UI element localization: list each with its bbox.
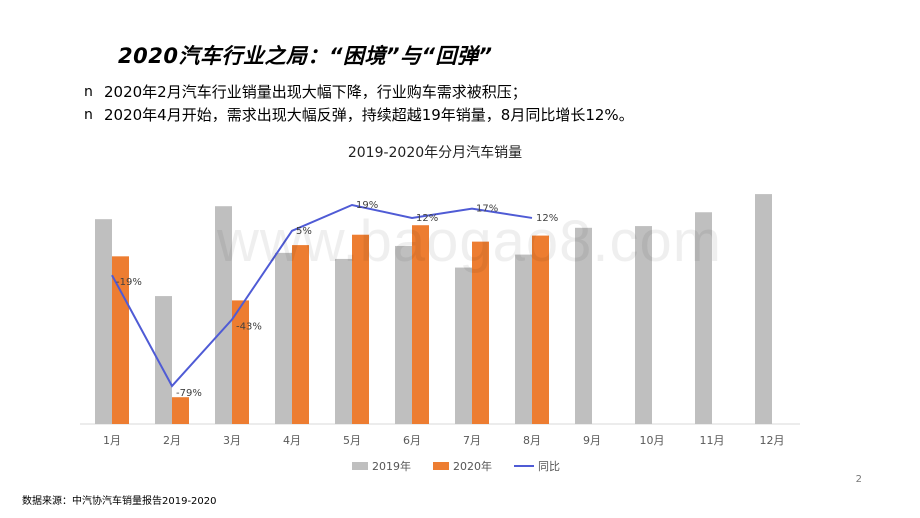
bar-2019年-7月 xyxy=(455,267,472,424)
yoy-line xyxy=(111,203,533,388)
x-tick-label: 5月 xyxy=(343,434,361,447)
bar-2019年-9月 xyxy=(575,227,592,424)
slide-title: 2020汽车行业之局：“困境”与“回弹” xyxy=(118,44,493,68)
bar-2019年-5月 xyxy=(335,258,352,424)
bullet-item: n 2020年4月开始，需求出现大幅反弹，持续超越19年销量，8月同比增长12%… xyxy=(84,103,634,126)
x-tick-label: 8月 xyxy=(523,434,541,447)
yoy-data-label: 12% xyxy=(416,213,438,224)
bullet-text: 2020年2月汽车行业销量出现大幅下降，行业购车需求被积压； xyxy=(104,83,527,101)
x-tick-label: 4月 xyxy=(283,434,301,447)
x-tick-label: 6月 xyxy=(403,434,421,447)
legend-swatch-2019 xyxy=(352,462,368,470)
yoy-data-label: -43% xyxy=(236,322,262,333)
bullet-list: n 2020年2月汽车行业销量出现大幅下降，行业购车需求被积压； n 2020年… xyxy=(84,80,634,126)
legend-line-yoy xyxy=(514,465,534,467)
bar-2020年-2月 xyxy=(172,397,189,424)
chart-legend: 2019年 2020年 同比 xyxy=(352,458,582,474)
legend-label-2020: 2020年 xyxy=(453,460,492,473)
watermark: www.baogao8.com xyxy=(217,209,723,274)
source-note: 数据来源：中汽协汽车销量报告2019-2020 xyxy=(22,496,217,507)
bar-2019年-11月 xyxy=(695,212,712,424)
bullet-text: 2020年4月开始，需求出现大幅反弹，持续超越19年销量，8月同比增长12%。 xyxy=(104,106,634,124)
legend-swatch-2020 xyxy=(433,462,449,470)
bar-2019年-6月 xyxy=(395,245,412,424)
yoy-data-label: -79% xyxy=(176,388,202,399)
x-tick-label: 3月 xyxy=(223,434,241,447)
bar-2020年-7月 xyxy=(472,241,489,424)
bar-2019年-1月 xyxy=(95,219,112,424)
bar-2019年-3月 xyxy=(215,206,232,424)
bar-2020年-5月 xyxy=(352,234,369,424)
legend-item-2019: 2019年 xyxy=(352,458,411,474)
x-tick-label: 11月 xyxy=(700,434,725,447)
yoy-data-label: 5% xyxy=(296,226,312,237)
legend-label-2019: 2019年 xyxy=(372,460,411,473)
bar-2020年-4月 xyxy=(292,245,309,424)
bullet-marker: n xyxy=(84,106,93,123)
bullet-item: n 2020年2月汽车行业销量出现大幅下降，行业购车需求被积压； xyxy=(84,80,634,103)
bar-2020年-3月 xyxy=(232,300,249,424)
x-tick-label: 1月 xyxy=(103,434,121,447)
yoy-data-label: 17% xyxy=(476,204,498,215)
x-tick-label: 7月 xyxy=(463,434,481,447)
yoy-data-label: 19% xyxy=(356,200,378,211)
legend-item-yoy: 同比 xyxy=(514,458,560,474)
x-tick-label: 9月 xyxy=(583,434,601,447)
bar-2019年-2月 xyxy=(155,296,172,424)
page-number: 2 xyxy=(855,474,862,485)
bar-2019年-10月 xyxy=(635,226,652,424)
bar-2019年-4月 xyxy=(275,252,292,424)
bar-2019年-12月 xyxy=(755,194,772,424)
bullet-marker: n xyxy=(84,83,93,100)
x-tick-label: 10月 xyxy=(640,434,665,447)
legend-label-yoy: 同比 xyxy=(538,460,560,473)
chart-title: 2019-2020年分月汽车销量 xyxy=(347,145,523,161)
bar-2020年-6月 xyxy=(412,225,429,424)
yoy-data-label: 12% xyxy=(536,213,558,224)
x-tick-label: 2月 xyxy=(163,434,181,447)
legend-item-2020: 2020年 xyxy=(433,458,492,474)
bar-2020年-8月 xyxy=(532,235,549,424)
bar-2019年-8月 xyxy=(515,254,532,424)
yoy-data-label: -19% xyxy=(116,277,142,288)
x-tick-label: 12月 xyxy=(760,434,785,447)
